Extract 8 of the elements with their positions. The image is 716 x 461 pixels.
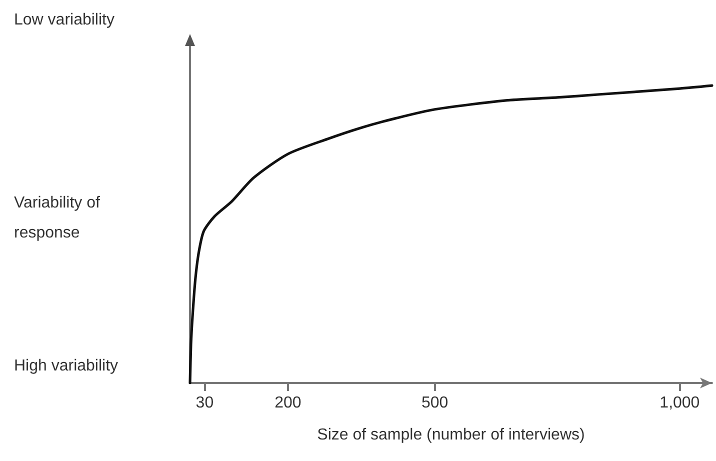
x-tick-label: 30 bbox=[196, 394, 214, 412]
x-tick-label: 1,000 bbox=[660, 394, 700, 412]
x-axis-title: Size of sample (number of interviews) bbox=[317, 426, 585, 444]
text: Low variability bbox=[14, 12, 114, 28]
text: High variability bbox=[14, 358, 118, 374]
text: Variability of response bbox=[14, 194, 104, 242]
x-tick-label: 500 bbox=[421, 394, 448, 412]
x-tick-label: 200 bbox=[274, 394, 302, 412]
